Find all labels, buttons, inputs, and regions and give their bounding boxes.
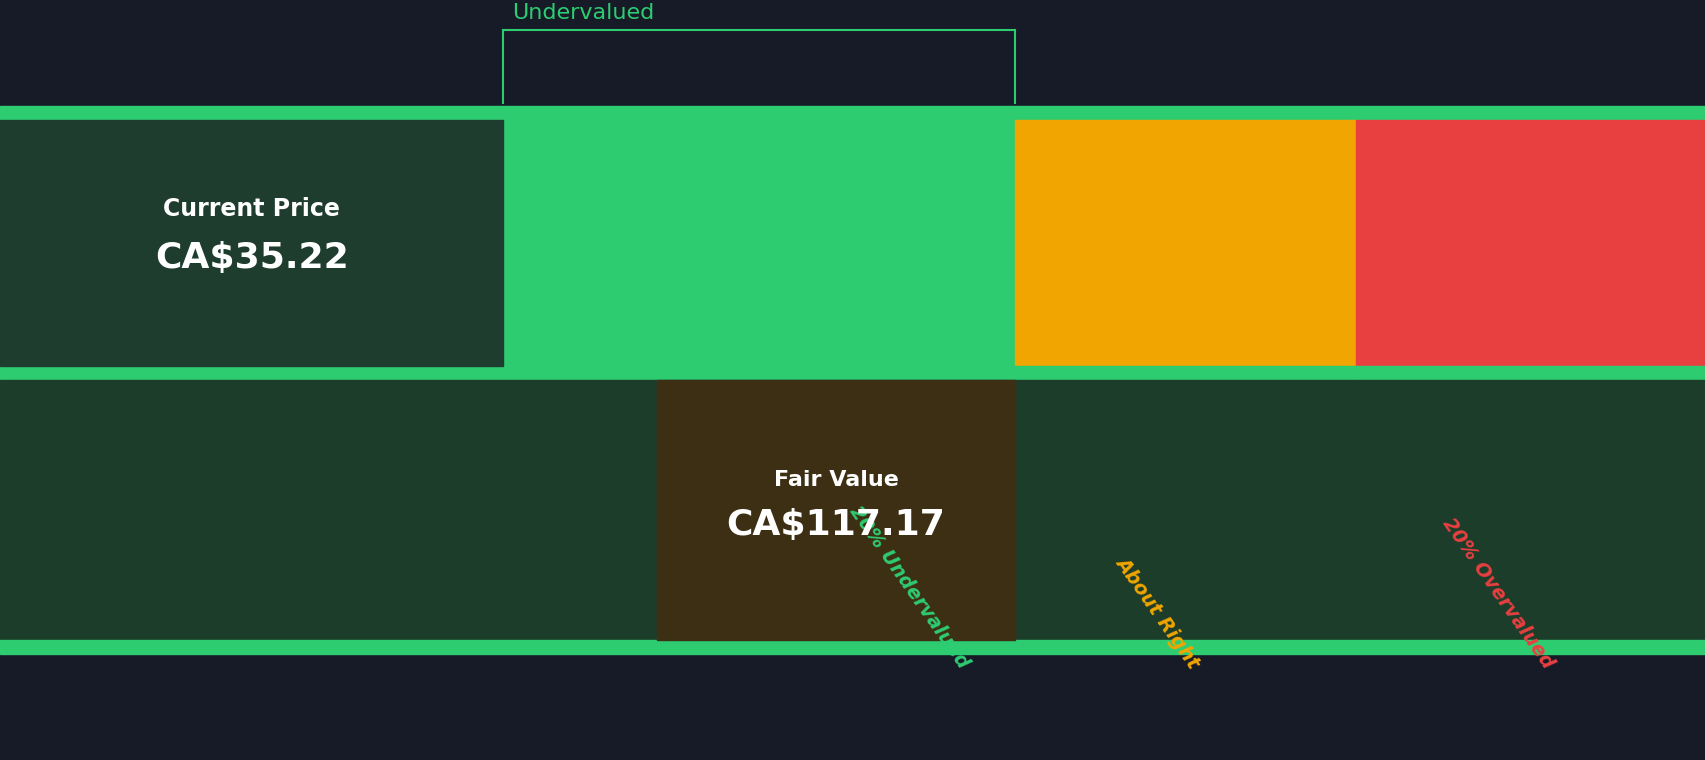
Bar: [1014, 380, 1355, 640]
Bar: [0, 120, 503, 366]
Text: CA$35.22: CA$35.22: [155, 242, 348, 275]
Bar: [1355, 380, 1705, 640]
Text: Fair Value: Fair Value: [772, 470, 899, 489]
Bar: [0, 106, 1705, 120]
Text: About Right: About Right: [1112, 553, 1202, 672]
Text: CA$117.17: CA$117.17: [726, 508, 945, 542]
Bar: [1355, 120, 1705, 366]
Text: Undervalued: Undervalued: [512, 3, 653, 23]
Bar: [0, 366, 1705, 380]
Text: 20% Undervalued: 20% Undervalued: [846, 502, 972, 672]
Bar: [1014, 120, 1355, 366]
Bar: [656, 380, 1014, 640]
Bar: [0, 640, 1705, 654]
Bar: [0, 380, 1014, 640]
Text: Current Price: Current Price: [164, 197, 339, 221]
Text: 20% Overvalued: 20% Overvalued: [1437, 515, 1555, 672]
Bar: [0, 120, 1014, 366]
